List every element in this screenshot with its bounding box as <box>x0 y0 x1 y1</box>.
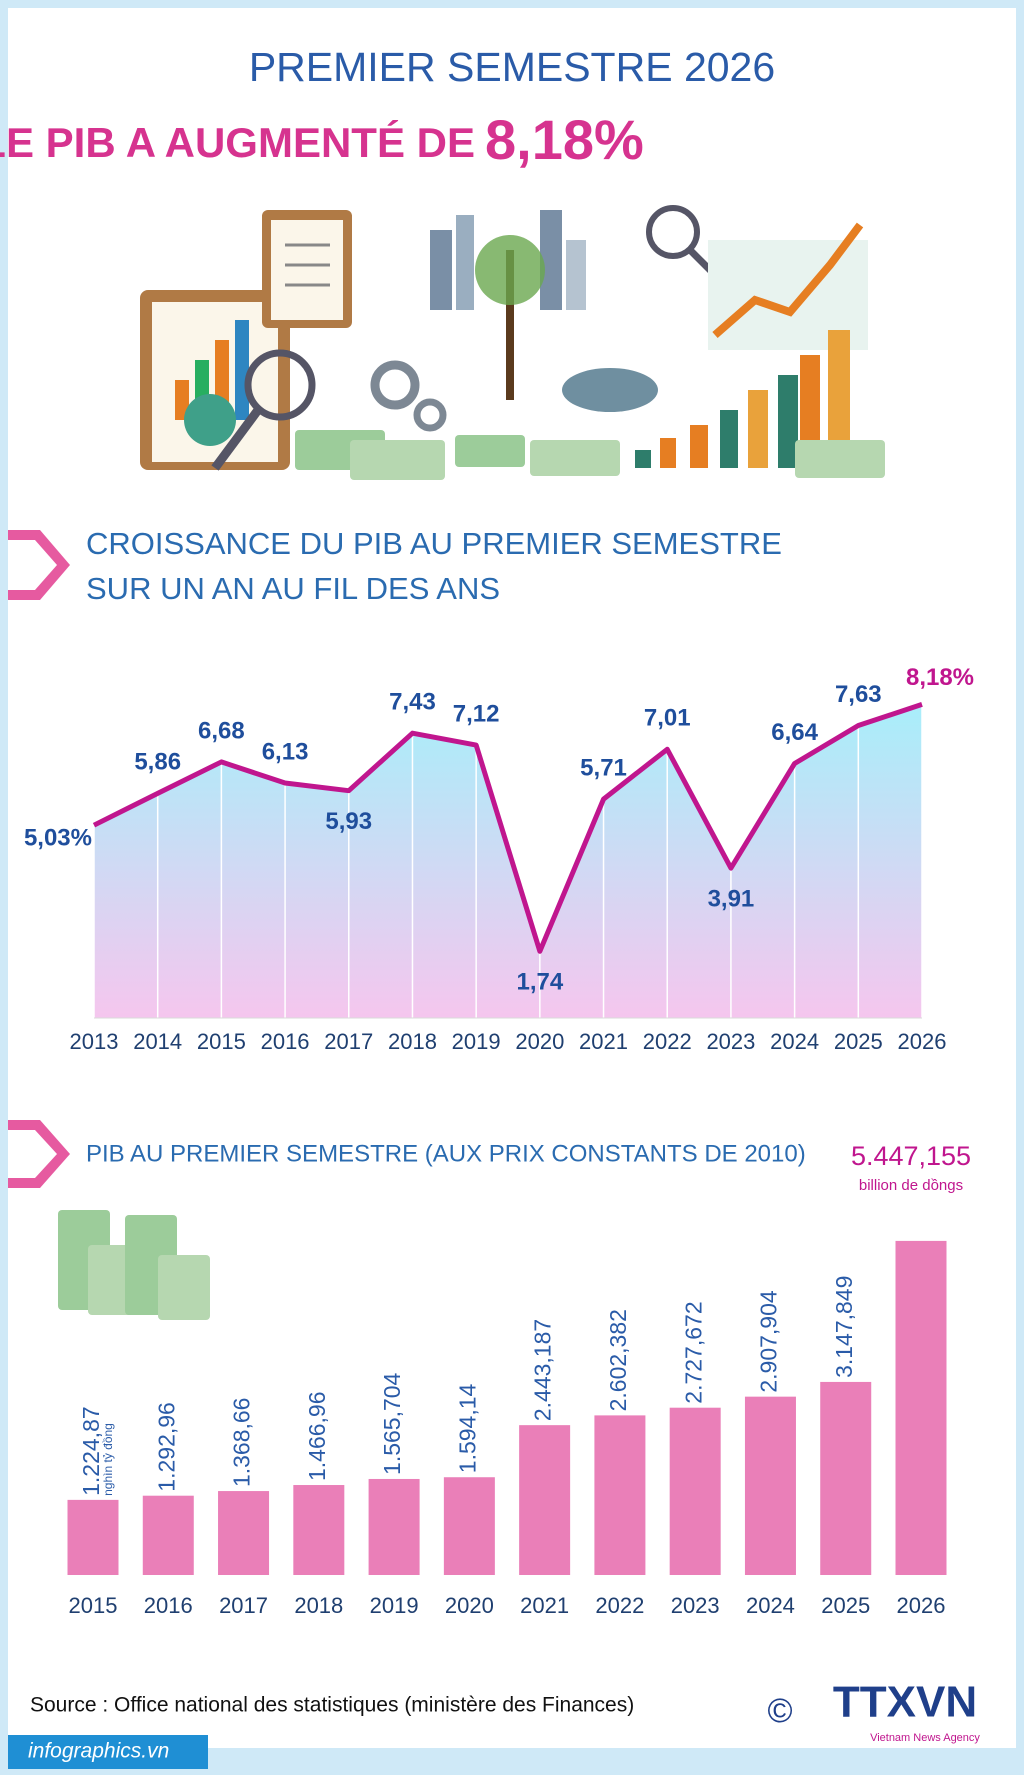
value-label: 5,03% <box>24 825 92 852</box>
bar <box>293 1485 345 1575</box>
value-label: 1.594,14 <box>454 1383 480 1473</box>
value-label: 8,18% <box>906 664 974 691</box>
logo: TTXVN <box>833 1678 977 1727</box>
bar <box>594 1415 646 1575</box>
footer-band <box>8 1735 208 1769</box>
value-label: 7,12 <box>453 700 500 727</box>
x-tick-label: 2023 <box>671 1593 720 1618</box>
x-tick-label: 2021 <box>520 1593 569 1618</box>
x-tick-label: 2024 <box>746 1593 795 1618</box>
bar <box>669 1407 721 1575</box>
money-illustration <box>58 1210 210 1320</box>
value-label: 3,91 <box>708 885 755 912</box>
section-title: CROISSANCE DU PIB AU PREMIER SEMESTRE <box>86 526 782 561</box>
x-tick-label: 2026 <box>898 1029 947 1054</box>
x-tick-label: 2026 <box>897 1593 946 1618</box>
area <box>94 704 922 1018</box>
value-label: 2.602,382 <box>605 1309 631 1411</box>
value-label: 2.727,672 <box>680 1301 706 1403</box>
bar <box>519 1425 571 1575</box>
subtitle: LE PIB A AUGMENTÉ DE <box>0 119 475 166</box>
x-tick-label: 2025 <box>834 1029 883 1054</box>
value-label: 1.292,96 <box>153 1402 179 1492</box>
line <box>92 702 923 954</box>
value-label: 5,71 <box>580 754 627 781</box>
x-tick-label: 2022 <box>595 1593 644 1618</box>
x-tick-label: 2022 <box>643 1029 692 1054</box>
value-label: 5,86 <box>134 749 181 776</box>
x-tick-label: 2017 <box>219 1593 268 1618</box>
x-tick-label: 2017 <box>324 1029 373 1054</box>
value-label: 6,13 <box>262 738 309 765</box>
value-label: 1.368,66 <box>229 1398 255 1488</box>
x-tick-label: 2015 <box>69 1593 118 1618</box>
value-label: 2.907,904 <box>756 1290 782 1393</box>
value-label: 1.466,96 <box>304 1391 330 1481</box>
x-tick-label: 2013 <box>70 1029 119 1054</box>
copyright: © <box>767 1692 792 1730</box>
x-tick-label: 2019 <box>452 1029 501 1054</box>
section-marker <box>8 540 57 590</box>
section-title: PIB AU PREMIER SEMESTRE (AUX PRIX CONSTA… <box>86 1140 806 1167</box>
x-tick-label: 2015 <box>197 1029 246 1054</box>
value-label: 1,74 <box>516 969 563 996</box>
unit-label: nghìn tỷ đồng <box>101 1423 115 1496</box>
value-label: 6,68 <box>198 717 245 744</box>
value-label: 5,93 <box>325 808 372 835</box>
x-tick-label: 2025 <box>821 1593 870 1618</box>
value-label: 1.224,87 <box>78 1406 104 1496</box>
unit-label: billion de dồngs <box>859 1177 963 1194</box>
source: Source : Office national des statistique… <box>30 1694 634 1717</box>
x-tick-label: 2019 <box>370 1593 419 1618</box>
x-tick-label: 2023 <box>706 1029 755 1054</box>
value-label: 1.565,704 <box>379 1372 405 1475</box>
site: infographics.vn <box>28 1740 169 1763</box>
x-tick-label: 2020 <box>515 1029 564 1054</box>
x-tick-label: 2018 <box>294 1593 343 1618</box>
highlight: 8,18% <box>485 108 644 171</box>
bar <box>218 1491 270 1575</box>
x-tick-label: 2018 <box>388 1029 437 1054</box>
x-tick-label: 2020 <box>445 1593 494 1618</box>
value-label: 6,64 <box>771 719 818 746</box>
title: PREMIER SEMESTRE 2026 <box>249 44 775 90</box>
x-tick-label: 2016 <box>261 1029 310 1054</box>
illustration <box>140 205 885 480</box>
section-marker <box>8 1130 57 1178</box>
bar <box>895 1240 947 1575</box>
bar <box>820 1381 872 1575</box>
value-label: 3.147,849 <box>831 1276 857 1378</box>
value-label: 5.447,155 <box>851 1141 971 1171</box>
bar <box>368 1478 420 1575</box>
x-tick-label: 2021 <box>579 1029 628 1054</box>
bar <box>443 1477 495 1575</box>
bar <box>67 1499 119 1575</box>
x-tick-label: 2024 <box>770 1029 819 1054</box>
value-label: 7,63 <box>835 681 882 708</box>
x-tick-label: 2016 <box>144 1593 193 1618</box>
bar <box>142 1495 194 1575</box>
x-tick-label: 2014 <box>133 1029 182 1054</box>
bar <box>744 1396 796 1575</box>
agency: Vietnam News Agency <box>870 1732 980 1744</box>
value-label: 7,43 <box>389 689 436 716</box>
section-subtitle: SUR UN AN AU FIL DES ANS <box>86 571 500 606</box>
value-label: 7,01 <box>644 705 691 732</box>
value-label: 2.443,187 <box>530 1319 556 1421</box>
